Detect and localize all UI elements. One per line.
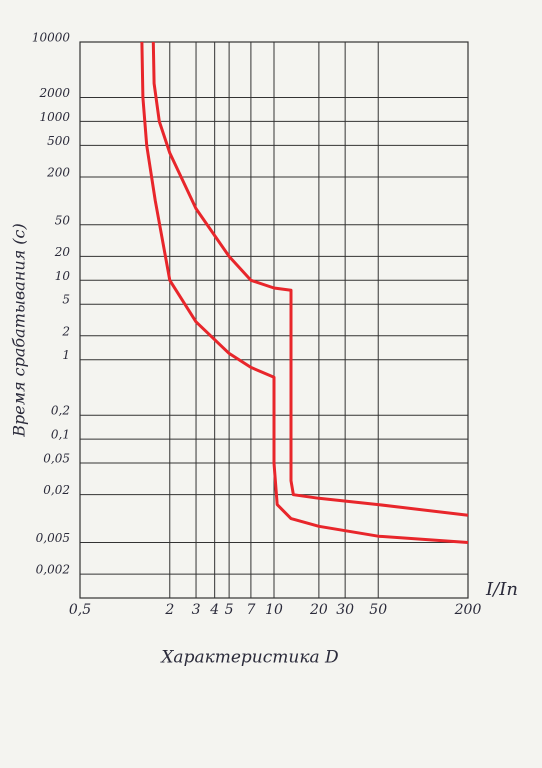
y-tick-label: 50 xyxy=(55,213,71,227)
y-tick-label: 200 xyxy=(46,165,70,179)
x-tick-label: 7 xyxy=(246,602,255,618)
curve xyxy=(151,41,469,517)
x-tick-label: 50 xyxy=(369,602,387,618)
x-tick-label: 3 xyxy=(192,602,201,618)
y-tick-label: 1000 xyxy=(39,110,70,124)
y-tick-label: 10 xyxy=(55,269,71,283)
y-tick-label: 0,002 xyxy=(36,563,70,577)
y-axis-label: Время срабатывания (с) xyxy=(10,223,29,437)
curve xyxy=(140,41,469,544)
x-tick-label: 10 xyxy=(265,602,283,618)
x-tick-label: 200 xyxy=(454,602,482,618)
y-tick-label: 0,1 xyxy=(51,428,70,442)
y-tick-label: 0,2 xyxy=(51,404,70,418)
x-tick-label: 2 xyxy=(164,602,174,618)
y-tick-label: 20 xyxy=(54,245,71,259)
y-tick-label: 2000 xyxy=(38,86,70,100)
y-tick-label: 0,005 xyxy=(36,531,70,545)
x-axis-label: I/In xyxy=(485,579,518,600)
x-tick-label: 4 xyxy=(209,602,219,618)
y-tick-label: 0,05 xyxy=(43,452,70,466)
chart-title: Характеристика D xyxy=(159,648,339,668)
x-tick-label: 30 xyxy=(336,602,354,618)
y-tick-label: 1 xyxy=(62,348,70,362)
y-tick-label: 0,02 xyxy=(43,483,70,497)
y-tick-label: 500 xyxy=(47,134,70,148)
y-tick-label: 10000 xyxy=(32,31,71,45)
x-tick-label: 20 xyxy=(309,602,328,618)
x-tick-label: 0,5 xyxy=(69,602,91,618)
plot-frame xyxy=(79,41,469,599)
x-tick-label: 5 xyxy=(225,602,234,618)
y-tick-label: 2 xyxy=(61,324,70,338)
y-tick-label: 5 xyxy=(62,293,70,307)
